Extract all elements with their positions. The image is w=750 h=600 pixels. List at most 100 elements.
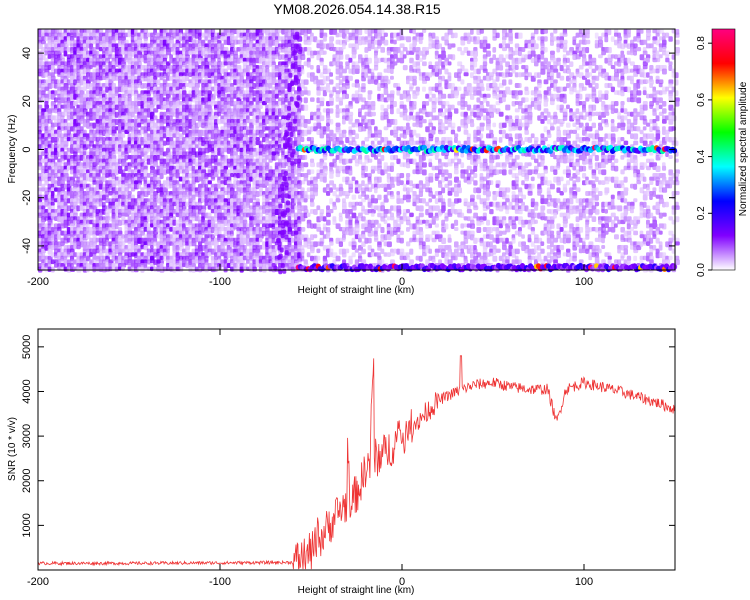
- spectrogram-cell: [130, 90, 135, 96]
- spectrogram-cell: [57, 122, 62, 127]
- spectrogram-cell: [73, 32, 77, 38]
- spectrogram-cell: [268, 61, 272, 67]
- spectrogram-cell: [310, 169, 315, 175]
- spectrogram-cell: [47, 50, 52, 56]
- spectrogram-cell: [70, 180, 74, 187]
- spectrogram-cell: [294, 126, 298, 132]
- spectrogram-cell: [44, 126, 49, 131]
- spectrogram-cell: [57, 252, 61, 257]
- spectrogram-cell: [130, 151, 135, 156]
- spectrogram-cell: [57, 173, 61, 178]
- spectrogram-cell: [310, 248, 315, 254]
- spectrogram-cell: [118, 165, 123, 170]
- spectrogram-cell: [66, 79, 71, 86]
- spectrogram-cell: [306, 90, 311, 96]
- spectrogram-cell: [50, 137, 55, 143]
- spectrogram-cell: [210, 176, 216, 181]
- spectrogram-cell: [60, 183, 65, 189]
- spectrogram-cell: [57, 216, 61, 223]
- spectrogram-cell: [121, 162, 125, 167]
- spectrogram-cell: [294, 108, 298, 113]
- spectrogram-cell: [204, 36, 208, 41]
- spectrogram-cell: [66, 216, 71, 221]
- spectrogram-cell: [306, 223, 311, 229]
- spectrogram-cell: [73, 219, 77, 224]
- spectrogram-cell: [47, 90, 52, 95]
- spectrogram-cell: [226, 65, 231, 71]
- spectrogram-cell: [70, 32, 75, 38]
- spectrogram-cell: [66, 29, 71, 34]
- spectrogram-cell: [47, 115, 52, 121]
- spectrogram-cell: [63, 39, 68, 45]
- spectrogram-cell: [121, 50, 125, 55]
- spectrogram-cell: [156, 187, 160, 193]
- spectrogram-cell: [70, 79, 74, 84]
- spectrogram-cell: [41, 187, 45, 192]
- spectrogram-cell: [66, 47, 71, 53]
- spectrogram-cell: [242, 191, 247, 195]
- spectrogram-cell: [44, 180, 49, 186]
- spectrogram-cell: [47, 93, 52, 100]
- spectrogram-cell: [60, 230, 65, 236]
- spectrogram-cell: [50, 198, 55, 203]
- spectrogram-cell: [105, 237, 109, 242]
- spectrogram-cell: [38, 198, 43, 203]
- spectrogram-cell: [127, 191, 132, 196]
- spectrogram-cell: [66, 115, 71, 121]
- spectrogram-cell: [188, 72, 193, 77]
- spectrogram-cell: [54, 237, 58, 243]
- spectrogram-cell: [38, 234, 42, 239]
- spectrogram-cell: [274, 191, 279, 196]
- spectrogram-cell: [54, 187, 59, 192]
- spectrogram-cell: [262, 126, 266, 132]
- spectrogram-cell: [60, 57, 66, 63]
- spectrogram-cell: [44, 36, 48, 41]
- spectrogram-cell: [41, 241, 46, 246]
- spectrogram-cell: [207, 137, 212, 142]
- spectrogram-cell: [57, 101, 62, 106]
- spectrogram-cell: [214, 129, 218, 134]
- spectrogram-cell: [143, 151, 148, 156]
- spectrogram-cell: [57, 151, 62, 158]
- spectrogram-cell: [140, 140, 144, 146]
- spectrogram-cell: [198, 223, 202, 228]
- spectrogram-cell: [185, 263, 189, 269]
- spectrogram-cell: [252, 36, 257, 41]
- spectrogram-cell: [246, 144, 250, 149]
- spectrogram-cell: [41, 158, 45, 164]
- spectrogram-cell: [313, 191, 318, 197]
- spectrogram-cell: [258, 133, 263, 138]
- spectrogram-cell: [124, 155, 129, 161]
- spectrogram-cell: [57, 79, 62, 84]
- spectrogram-cell: [38, 129, 42, 135]
- spectrogram-cell: [66, 57, 71, 63]
- spectrogram-cell: [233, 223, 237, 230]
- spectrogram-cell: [258, 104, 263, 109]
- spectrogram-cell: [38, 255, 42, 262]
- spectrogram-cell: [127, 209, 132, 215]
- spectrogram-cell: [47, 65, 52, 70]
- spectrogram-cell: [57, 227, 62, 232]
- spectrogram-cell: [92, 252, 97, 257]
- spectrogram-cell: [303, 104, 309, 111]
- spectrogram-cell: [54, 90, 58, 96]
- spectrogram-cell: [217, 183, 221, 189]
- spectrogram-cell: [38, 165, 43, 171]
- spectrogram-cell: [54, 97, 58, 103]
- spectrogram-cell: [38, 187, 43, 192]
- spectrogram-cell: [258, 266, 263, 273]
- spectrogram-cell: [204, 201, 209, 206]
- spectrogram-cell: [89, 252, 93, 257]
- spectrogram-cell: [50, 144, 55, 149]
- spectrogram-cell: [268, 122, 273, 127]
- spectrogram-cell: [303, 97, 308, 104]
- spectrogram-cell: [60, 147, 65, 153]
- spectrogram-cell: [57, 137, 61, 142]
- spectrogram-cell: [313, 50, 317, 56]
- spectrogram-cell: [124, 165, 129, 172]
- spectrogram-cell: [297, 212, 301, 217]
- spectrogram-cell: [156, 137, 160, 142]
- spectrogram-cell: [63, 108, 68, 113]
- spectrogram-cell: [300, 227, 306, 232]
- spectrogram-cell: [182, 36, 186, 41]
